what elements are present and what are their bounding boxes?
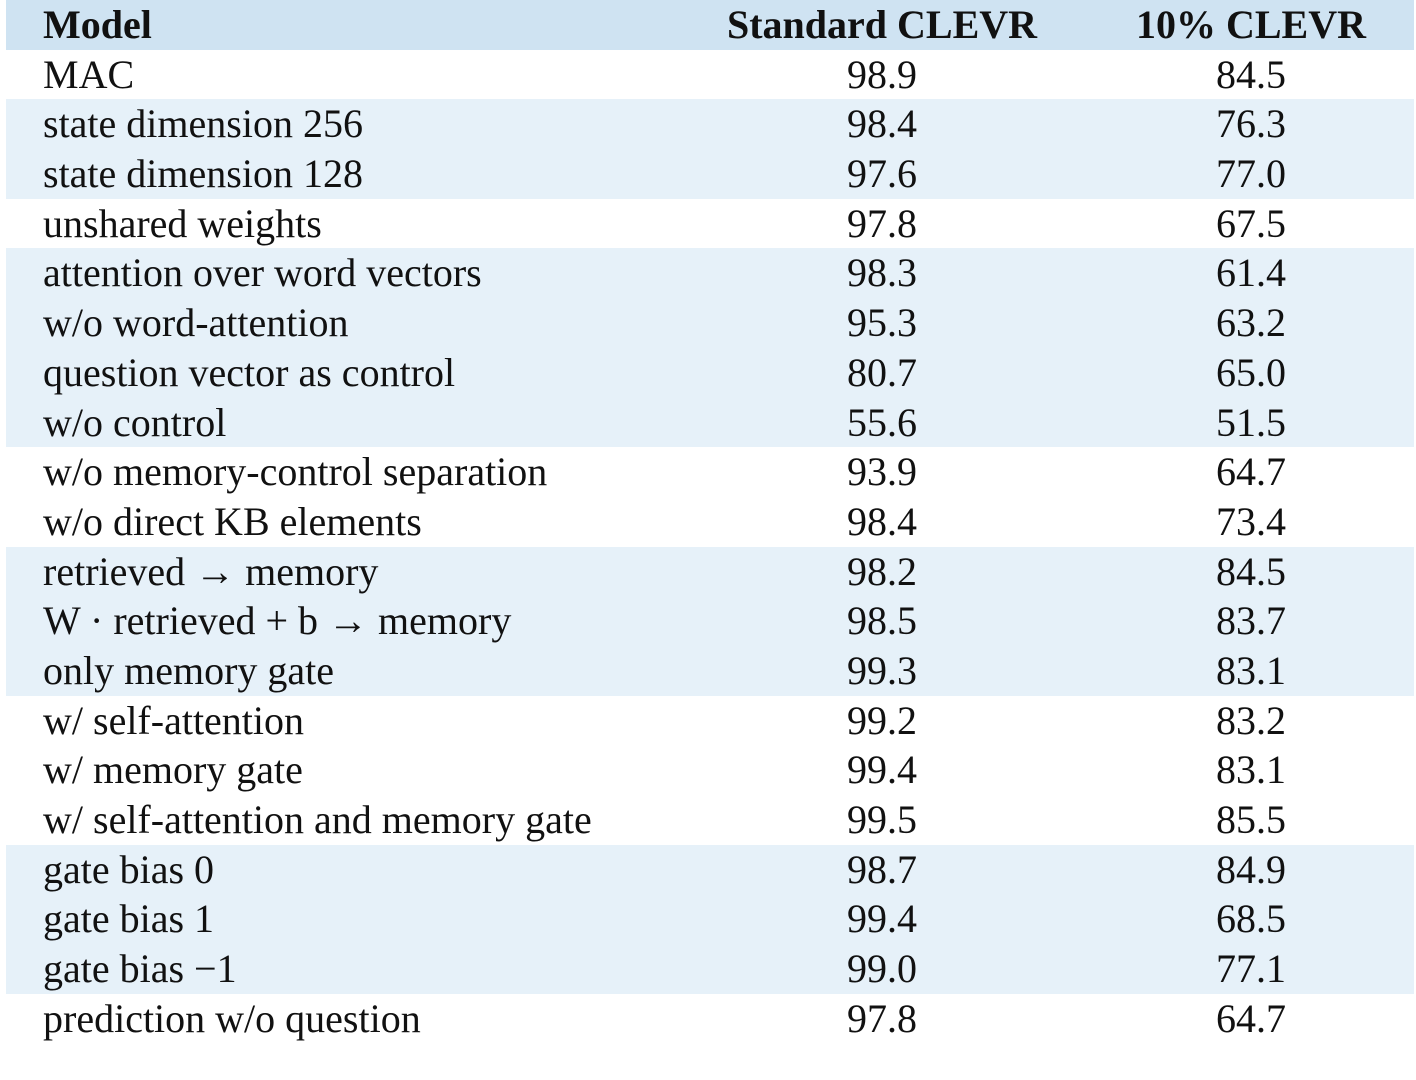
cell-model: w/o direct KB elements: [43, 498, 422, 544]
cell-ten: 77.0: [1216, 151, 1286, 197]
cell-model: prediction w/o question: [43, 995, 421, 1041]
cell-ten: 68.5: [1216, 896, 1286, 942]
cell-model: state dimension 256: [43, 101, 363, 147]
table-row: question vector as control 80.7 65.0: [6, 347, 1414, 398]
table-row: w/ memory gate 99.4 83.1: [6, 745, 1414, 795]
cell-model: w/o control: [43, 399, 227, 445]
table-row: W · retrieved + b → memory 98.5 83.7: [6, 596, 1414, 646]
cell-ten: 64.7: [1216, 449, 1286, 495]
cell-standard: 99.5: [847, 797, 917, 842]
table-row: only memory gate 99.3 83.1: [6, 645, 1414, 696]
cell-standard: 97.8: [847, 995, 917, 1041]
table-row: w/o word-attention 95.3 63.2: [6, 298, 1414, 348]
cell-model: gate bias 1: [43, 896, 215, 942]
cell-model: W · retrieved + b → memory: [43, 598, 512, 644]
table-row: gate bias −1 99.0 77.1: [6, 944, 1414, 994]
table-row: w/o memory-control separation 93.9 64.7: [6, 447, 1414, 497]
cell-model: unshared weights: [43, 200, 322, 246]
table-row: retrieved → memory 98.2 84.5: [6, 546, 1414, 597]
cell-ten: 85.5: [1216, 797, 1286, 842]
cell-standard: 80.7: [847, 349, 917, 395]
cell-model: w/ memory gate: [43, 747, 303, 793]
cell-standard: 99.3: [847, 647, 917, 693]
cell-model: MAC: [43, 51, 135, 97]
header-standard-clevr: Standard CLEVR: [726, 2, 1038, 47]
cell-model: only memory gate: [43, 647, 335, 693]
table-row: state dimension 256 98.4 76.3: [6, 99, 1414, 150]
table-row: state dimension 128 97.6 77.0: [6, 149, 1414, 199]
cell-standard: 98.4: [847, 498, 917, 544]
cell-model: retrieved → memory: [43, 548, 379, 594]
table-row: w/o direct KB elements 98.4 73.4: [6, 497, 1414, 547]
table-row: gate bias 0 98.7 84.9: [6, 844, 1414, 895]
cell-model: attention over word vectors: [43, 250, 482, 296]
cell-standard: 97.6: [847, 151, 917, 197]
cell-ten: 76.3: [1216, 101, 1286, 147]
table-row: attention over word vectors 98.3 61.4: [6, 248, 1414, 299]
cell-ten: 84.9: [1216, 846, 1286, 892]
cell-ten: 84.5: [1216, 51, 1286, 97]
cell-standard: 97.8: [847, 200, 917, 246]
cell-ten: 63.2: [1216, 300, 1286, 346]
cell-standard: 98.9: [847, 51, 917, 97]
table-row: MAC 98.9 84.5: [6, 50, 1414, 100]
cell-standard: 98.2: [847, 548, 917, 594]
cell-standard: 98.4: [847, 101, 917, 147]
cell-standard: 93.9: [847, 449, 917, 495]
cell-ten: 73.4: [1216, 498, 1286, 544]
cell-standard: 99.2: [847, 697, 917, 743]
table-row: w/o control 55.6 51.5: [6, 397, 1414, 448]
cell-standard: 98.3: [847, 250, 917, 296]
cell-ten: 83.1: [1216, 747, 1286, 793]
cell-ten: 65.0: [1216, 349, 1286, 395]
header-ten-percent-clevr: 10% CLEVR: [1135, 2, 1367, 47]
cell-ten: 67.5: [1216, 200, 1286, 246]
cell-ten: 77.1: [1216, 946, 1286, 992]
cell-model: w/ self-attention and memory gate: [43, 797, 592, 842]
table-row: unshared weights 97.8 67.5: [6, 199, 1414, 249]
cell-model: gate bias −1: [43, 946, 237, 992]
ablation-table: Model Standard CLEVR 10% CLEVR MAC 98.9 …: [6, 0, 1414, 1043]
cell-ten: 61.4: [1216, 250, 1286, 296]
cell-standard: 99.4: [847, 896, 917, 942]
header-model: Model: [43, 2, 152, 47]
cell-model: state dimension 128: [43, 151, 363, 197]
cell-model: w/ self-attention: [43, 697, 305, 743]
cell-standard: 99.0: [847, 946, 917, 992]
table-row: w/ self-attention 99.2 83.2: [6, 696, 1414, 746]
cell-model: w/o word-attention: [43, 300, 349, 346]
cell-model: w/o memory-control separation: [43, 449, 548, 495]
cell-standard: 99.4: [847, 747, 917, 793]
cell-ten: 64.7: [1216, 995, 1286, 1041]
cell-ten: 83.7: [1216, 598, 1286, 644]
cell-model: gate bias 0: [43, 846, 215, 892]
cell-standard: 98.7: [847, 846, 917, 892]
table-header-row: Model Standard CLEVR 10% CLEVR: [6, 0, 1414, 50]
cell-ten: 83.1: [1216, 647, 1286, 693]
cell-standard: 55.6: [847, 399, 917, 445]
table-row: prediction w/o question 97.8 64.7: [6, 994, 1414, 1044]
cell-standard: 95.3: [847, 300, 917, 346]
cell-model: question vector as control: [43, 349, 456, 395]
table-row: gate bias 1 99.4 68.5: [6, 894, 1414, 945]
cell-ten: 84.5: [1216, 548, 1286, 594]
cell-ten: 83.2: [1216, 697, 1286, 743]
cell-standard: 98.5: [847, 598, 917, 644]
cell-ten: 51.5: [1216, 399, 1286, 445]
table-row: w/ self-attention and memory gate 99.5 8…: [6, 795, 1414, 845]
